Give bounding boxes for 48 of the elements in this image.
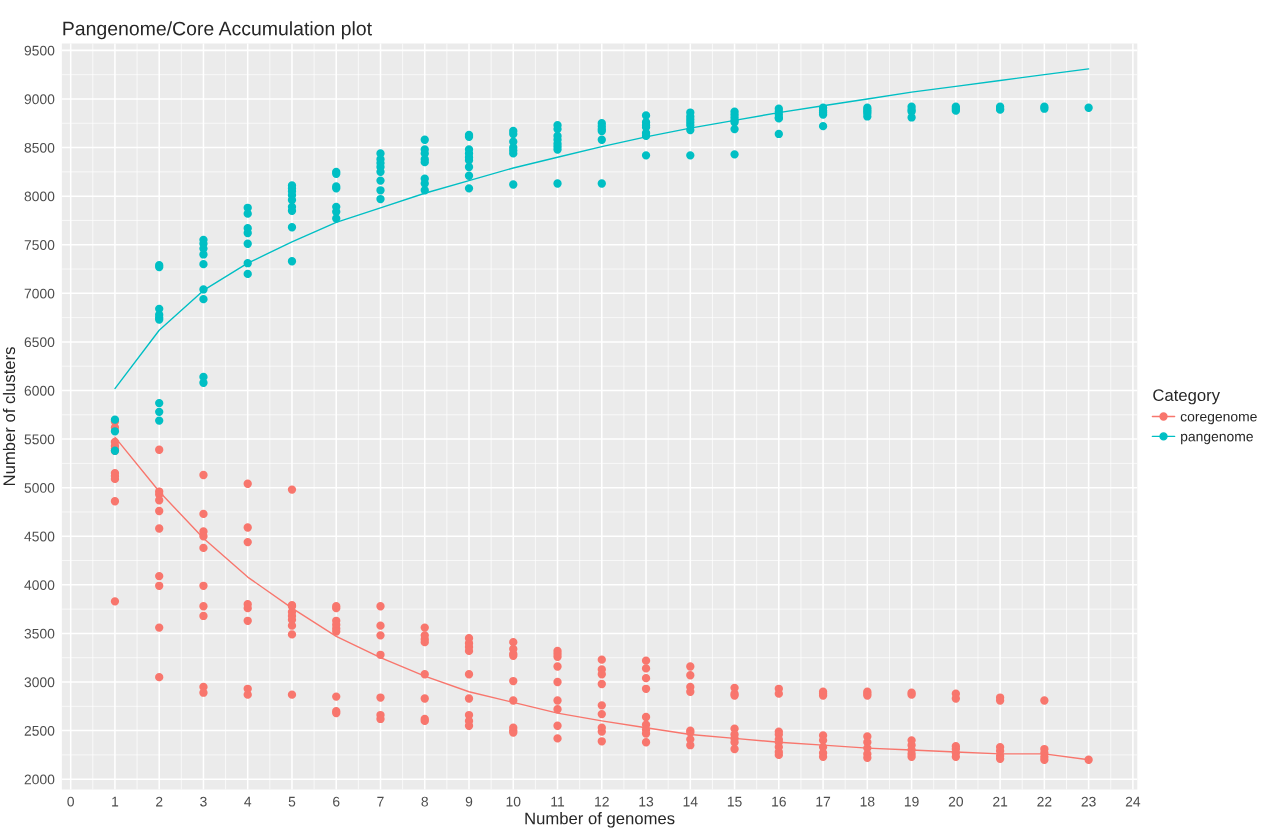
- x-tick-label: 0: [67, 796, 74, 807]
- x-tick-label: 16: [772, 796, 786, 807]
- x-tick-label: 21: [993, 796, 1008, 807]
- x-tick-label: 7: [377, 796, 384, 807]
- x-tick-label: 20: [948, 796, 964, 807]
- x-tick-label: 4: [244, 796, 252, 807]
- y-tick-label: 5500: [24, 434, 55, 445]
- y-tick-label: 6000: [24, 385, 55, 396]
- y-tick-label: 2000: [24, 774, 55, 785]
- x-tick-label: 15: [727, 796, 742, 807]
- x-tick-label: 17: [816, 796, 831, 807]
- y-tick-label: 6500: [24, 337, 55, 348]
- y-tick-label: 9000: [24, 94, 55, 105]
- x-tick-label: 8: [421, 796, 428, 807]
- y-tick-label: 7500: [24, 240, 55, 250]
- x-tick-label: 6: [333, 796, 340, 807]
- x-tick-label: 12: [595, 796, 609, 807]
- y-tick-label: 3000: [24, 677, 55, 688]
- x-tick-label: 13: [639, 796, 654, 807]
- y-axis-title: Number of clusters: [2, 347, 16, 486]
- y-tick-label: 5000: [24, 483, 55, 493]
- x-tick-label: 3: [200, 796, 207, 807]
- line-series: [114, 68, 1090, 390]
- x-tick-label: 18: [860, 796, 875, 807]
- y-tick-label: 4000: [24, 580, 55, 591]
- legend-label: pangenome: [1181, 433, 1253, 445]
- y-tick-label: 7000: [24, 288, 55, 299]
- y-tick-label: 2500: [24, 725, 55, 736]
- x-tick-label: 9: [465, 796, 473, 807]
- x-tick-label: 23: [1081, 796, 1096, 807]
- x-tick-label: 22: [1037, 796, 1052, 807]
- legend-label: coregenome: [1180, 413, 1257, 425]
- x-tick-label: 1: [112, 796, 119, 807]
- x-tick-label: 19: [904, 796, 919, 807]
- x-tick-label: 10: [506, 796, 521, 807]
- y-tick-label: 8500: [24, 142, 55, 153]
- x-tick-label: 2: [156, 796, 163, 807]
- legend-title: Category: [1153, 389, 1220, 405]
- y-tick-label: 3500: [24, 628, 55, 639]
- chart-title: Pangenome/Core Accumulation plot: [63, 21, 372, 40]
- y-tick-label: 9500: [24, 45, 55, 56]
- y-tick-label: 8000: [24, 191, 55, 202]
- x-tick-label: 5: [288, 796, 296, 807]
- x-tick-label: 14: [683, 796, 698, 807]
- x-axis-title: Number of genomes: [525, 812, 675, 828]
- y-tick-label: 4500: [24, 531, 55, 542]
- x-tick-label: 11: [551, 796, 565, 807]
- x-tick-label: 24: [1125, 796, 1141, 807]
